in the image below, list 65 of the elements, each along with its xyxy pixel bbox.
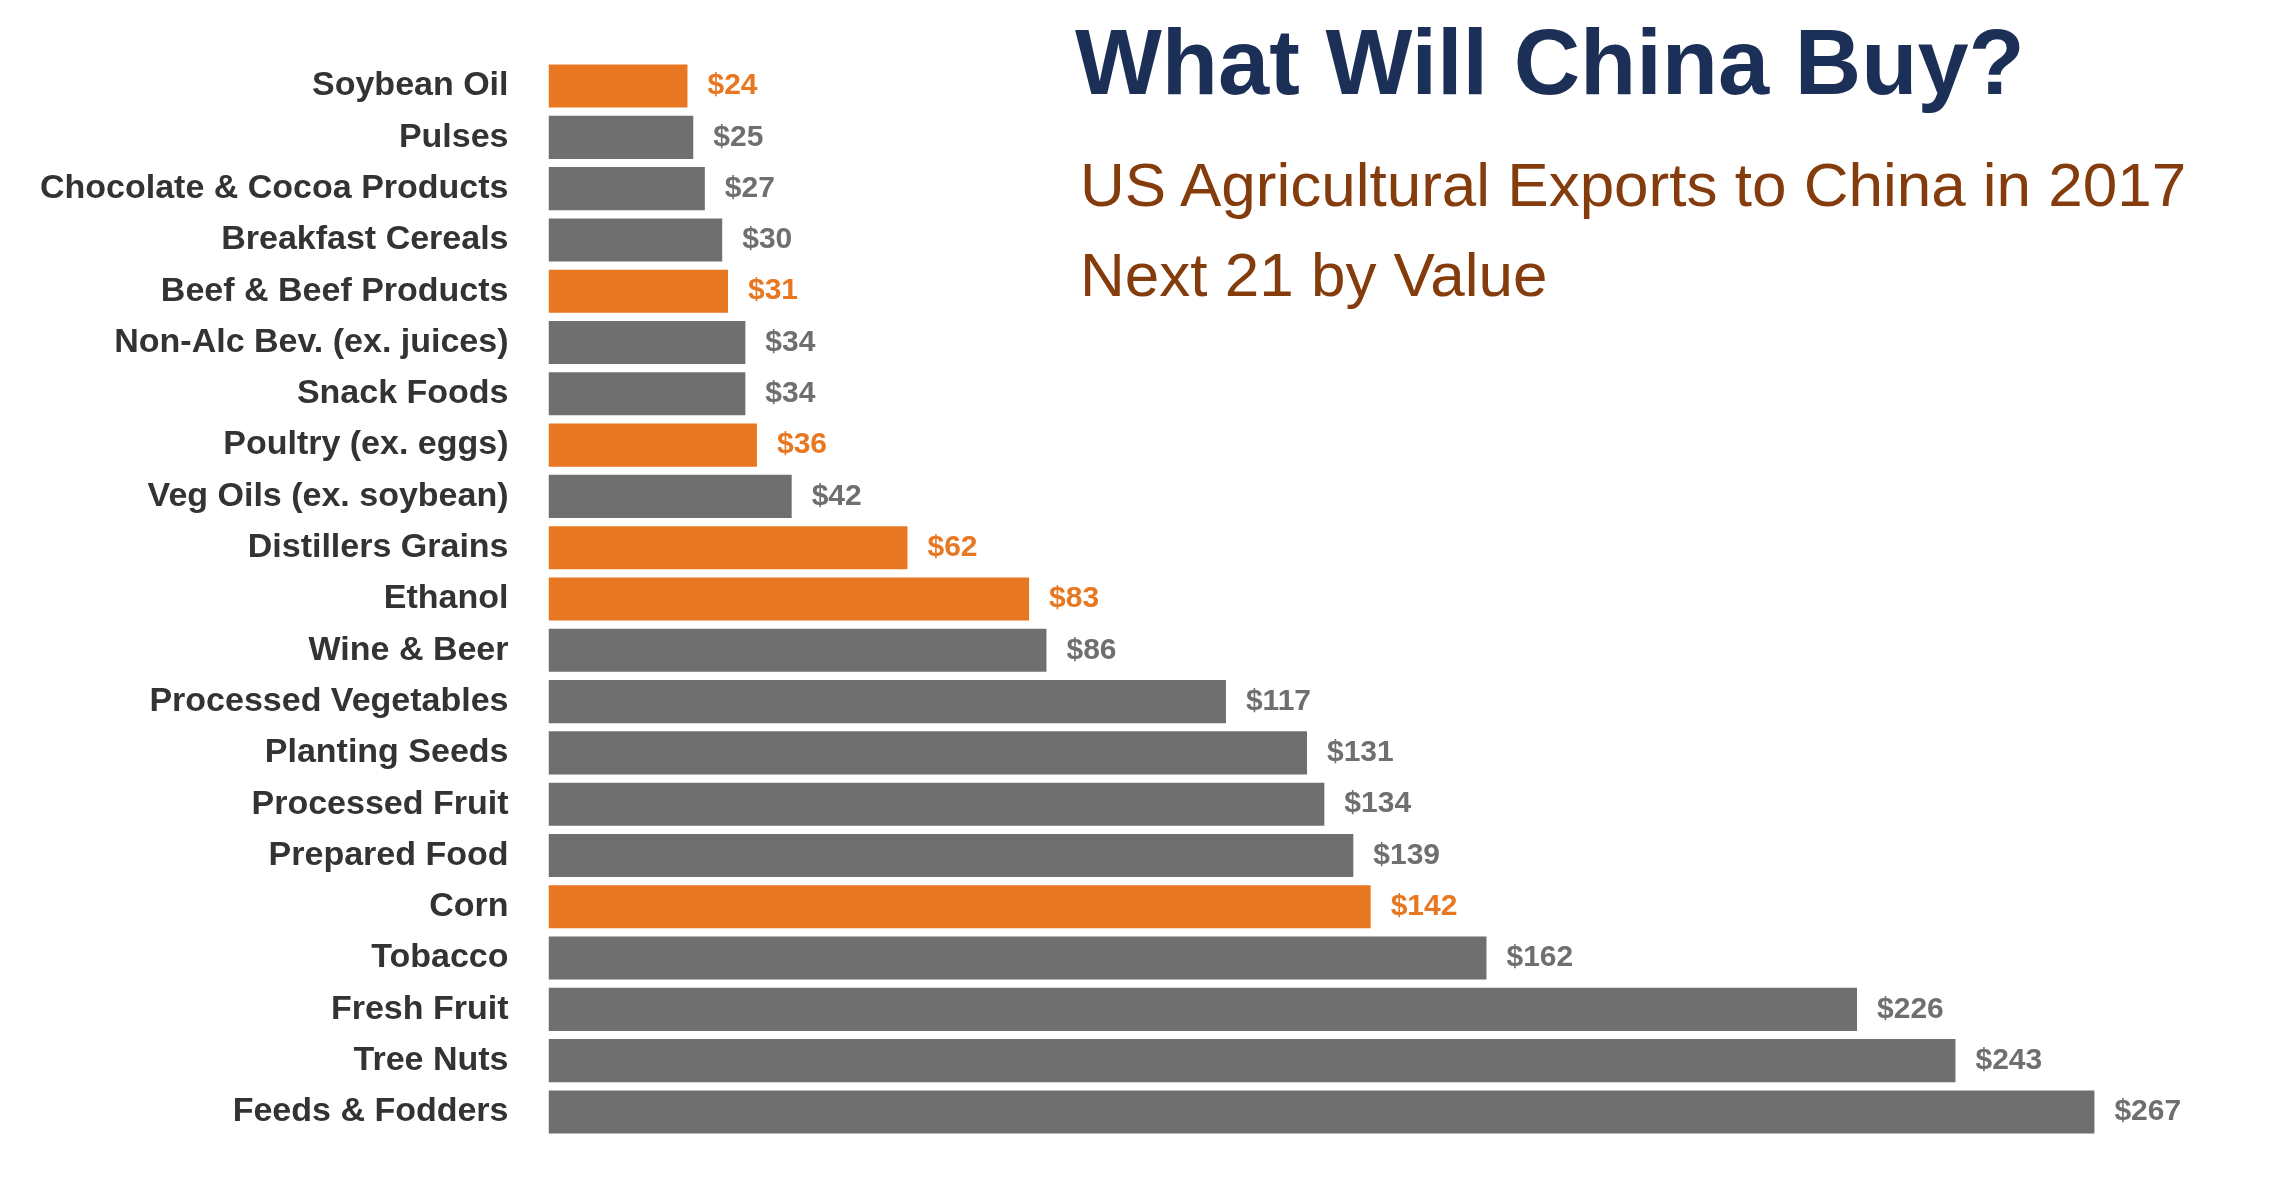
bar	[548, 269, 728, 313]
data-label: $83	[1049, 580, 1100, 614]
bar	[548, 320, 746, 365]
bar	[548, 218, 723, 262]
data-label: $27	[724, 169, 775, 203]
data-label: $30	[742, 221, 793, 255]
data-label: $226	[1877, 990, 1944, 1024]
bar	[548, 731, 1307, 775]
y-tick-label: Poultry (ex. eggs)	[223, 423, 509, 462]
y-tick-label: Tobacco	[371, 936, 509, 975]
y-tick-label: Tree Nuts	[353, 1039, 509, 1078]
data-label: $117	[1245, 682, 1312, 716]
bar	[548, 423, 757, 467]
data-label: $267	[2114, 1093, 2182, 1127]
bar	[548, 474, 792, 518]
bar	[548, 372, 746, 416]
bar	[548, 680, 1226, 724]
y-tick-label: Processed Fruit	[251, 782, 509, 821]
bar	[548, 936, 1487, 980]
y-tick-label: Pulses	[398, 115, 509, 154]
y-tick-label: Planting Seeds	[264, 731, 509, 770]
data-label: $131	[1326, 734, 1394, 768]
y-tick-label: Fresh Fruit	[330, 987, 509, 1026]
y-tick-label: Processed Vegetables	[149, 679, 509, 718]
data-label: $142	[1390, 888, 1458, 922]
bar	[548, 885, 1371, 929]
data-label: $34	[765, 323, 816, 357]
y-tick-label: Snack Foods	[296, 372, 509, 411]
data-label: $34	[765, 375, 816, 409]
data-label: $42	[811, 477, 862, 511]
data-label: $25	[713, 118, 764, 152]
y-tick-label: Non-Alc Bev. (ex. juices)	[114, 320, 509, 359]
y-tick-label: Veg Oils (ex. soybean)	[147, 474, 509, 513]
y-tick-label: Corn	[429, 885, 509, 924]
y-tick-label: Soybean Oil	[312, 64, 509, 103]
y-tick-label: Prepared Food	[268, 833, 509, 872]
y-tick-label: Feeds & Fodders	[232, 1090, 509, 1129]
bar	[548, 782, 1325, 826]
text: US Agricultural Exports to China in 2017 Next 21 by Value	[1080, 149, 2187, 311]
data-label: $86	[1066, 631, 1117, 665]
bar	[548, 1090, 2095, 1134]
bar	[548, 64, 688, 108]
bar	[548, 577, 1030, 621]
data-label: $24	[707, 67, 758, 101]
data-label: $243	[1975, 1041, 2043, 1075]
y-tick-label: Breakfast Cereals	[221, 218, 509, 257]
bar	[548, 833, 1354, 878]
bar	[548, 115, 694, 159]
y-tick-label: Beef & Beef Products	[160, 269, 509, 308]
bar	[548, 628, 1047, 672]
bar	[548, 167, 705, 211]
bar	[548, 526, 908, 570]
data-label: $162	[1506, 939, 1574, 973]
data-label: $62	[927, 528, 978, 562]
data-label: $31	[748, 272, 799, 306]
data-label: $36	[776, 426, 828, 460]
bar	[548, 987, 1858, 1031]
chart-title: What Will China Buy?	[1075, 10, 2025, 115]
y-tick-label: Distillers Grains	[247, 526, 509, 565]
y-tick-label: Wine & Beer	[308, 628, 509, 667]
data-label: $134	[1344, 785, 1412, 819]
data-label: $139	[1373, 836, 1441, 870]
y-tick-label: Ethanol	[383, 577, 509, 616]
y-tick-label: Chocolate & Cocoa Products	[40, 167, 509, 206]
bar	[548, 1039, 1956, 1083]
